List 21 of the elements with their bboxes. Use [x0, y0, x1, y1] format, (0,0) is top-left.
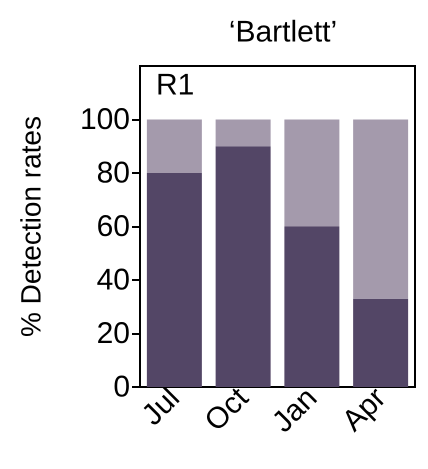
y-tick-label: 100 [80, 103, 130, 136]
bar [216, 146, 271, 387]
y-tick-label: 80 [96, 156, 130, 190]
y-tick-label: 60 [96, 210, 130, 243]
bar [353, 120, 408, 299]
y-axis-title: % Detection rates [16, 116, 46, 337]
bar [146, 120, 202, 173]
chart-title: ‘Bartlett’ [228, 16, 338, 48]
bar [353, 298, 408, 387]
annotation: R1 [156, 68, 194, 102]
bar [146, 173, 202, 387]
y-tick-label: 0 [113, 370, 130, 404]
bar [216, 120, 271, 146]
bar [284, 120, 340, 226]
x-tick-label: Oct [198, 380, 256, 438]
bar [284, 226, 340, 387]
y-tick-label: 40 [96, 264, 130, 296]
x-tick-label: Jan [266, 381, 324, 439]
x-tick-label: Jul [136, 381, 186, 432]
x-tick-label: Apr [336, 381, 392, 438]
y-tick-label: 20 [96, 317, 130, 350]
